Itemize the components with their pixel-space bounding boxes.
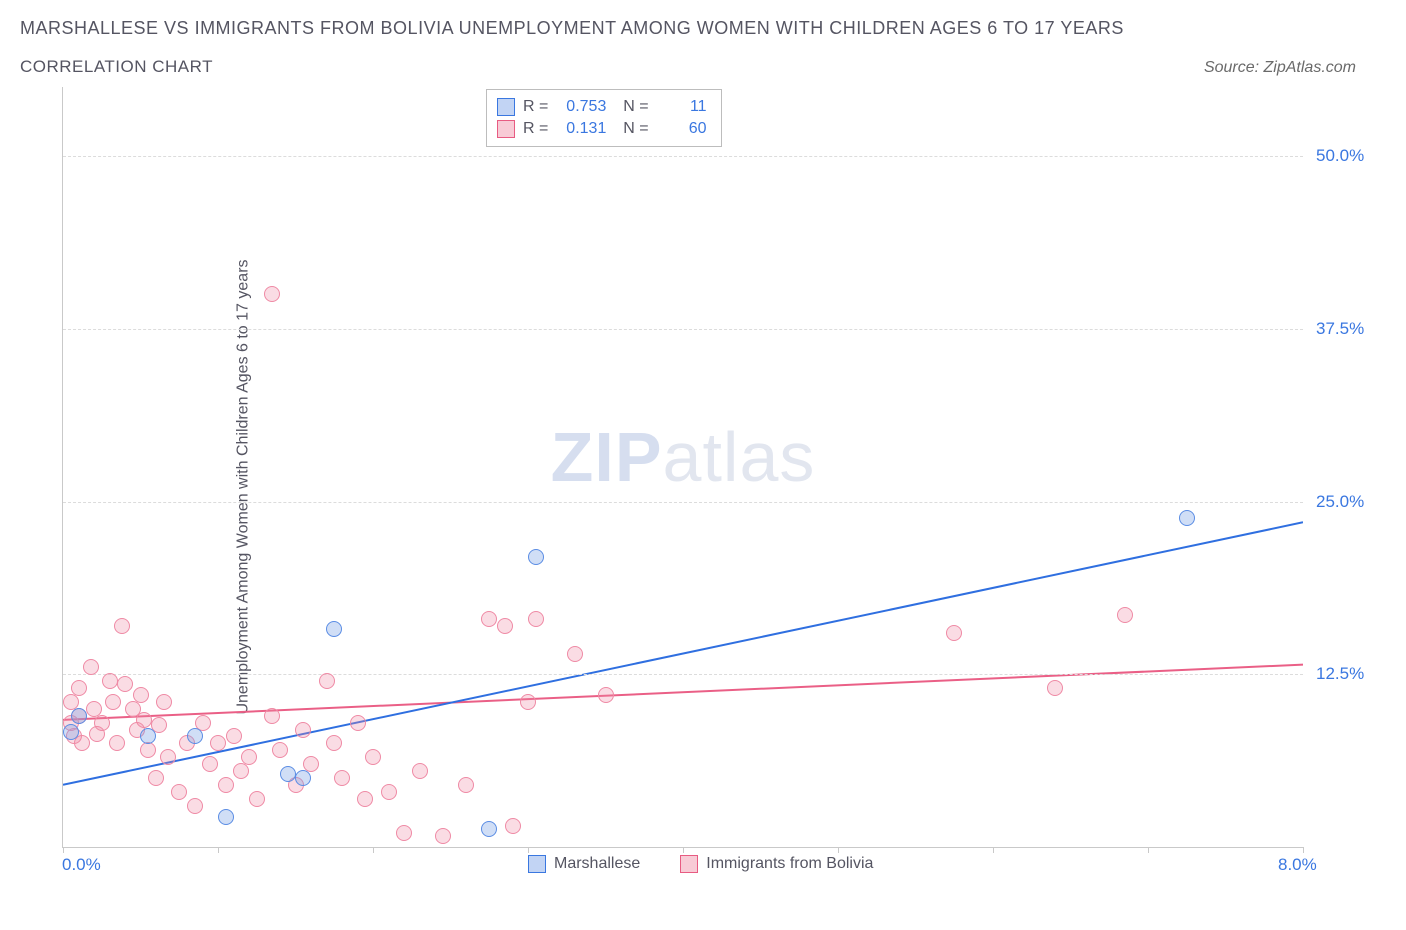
legend-label: Immigrants from Bolivia	[706, 855, 873, 873]
data-point-bolivia	[109, 735, 125, 751]
data-point-bolivia	[187, 798, 203, 814]
data-point-bolivia	[365, 749, 381, 765]
watermark: ZIPatlas	[551, 417, 816, 497]
x-tick	[993, 847, 994, 853]
data-point-bolivia	[264, 708, 280, 724]
data-point-marshallese	[187, 728, 203, 744]
data-point-bolivia	[148, 770, 164, 786]
chart-area: Unemployment Among Women with Children A…	[48, 87, 1388, 887]
gridline	[63, 502, 1303, 503]
data-point-marshallese	[71, 708, 87, 724]
data-point-marshallese	[1179, 510, 1195, 526]
data-point-bolivia	[435, 828, 451, 844]
plot-region: ZIPatlas	[62, 87, 1303, 848]
legend: Marshallese Immigrants from Bolivia	[528, 855, 873, 873]
y-tick-label: 50.0%	[1316, 146, 1364, 166]
data-point-bolivia	[171, 784, 187, 800]
data-point-bolivia	[105, 694, 121, 710]
legend-label: Marshallese	[554, 855, 640, 873]
data-point-marshallese	[295, 770, 311, 786]
data-point-bolivia	[156, 694, 172, 710]
data-point-bolivia	[94, 715, 110, 731]
data-point-bolivia	[233, 763, 249, 779]
x-tick	[528, 847, 529, 853]
data-point-bolivia	[83, 659, 99, 675]
swatch-pink-icon	[497, 120, 515, 138]
data-point-marshallese	[140, 728, 156, 744]
data-point-bolivia	[319, 673, 335, 689]
gridline	[63, 329, 1303, 330]
data-point-bolivia	[334, 770, 350, 786]
data-point-bolivia	[1047, 680, 1063, 696]
data-point-bolivia	[946, 625, 962, 641]
data-point-bolivia	[350, 715, 366, 731]
data-point-bolivia	[210, 735, 226, 751]
data-point-bolivia	[264, 286, 280, 302]
y-tick-label: 25.0%	[1316, 492, 1364, 512]
correlation-row-blue: R = 0.753 N = 11	[497, 96, 707, 118]
source-label: Source: ZipAtlas.com	[1204, 59, 1386, 77]
data-point-bolivia	[396, 825, 412, 841]
data-point-bolivia	[218, 777, 234, 793]
data-point-bolivia	[458, 777, 474, 793]
chart-title: MARSHALLESE VS IMMIGRANTS FROM BOLIVIA U…	[20, 18, 1386, 39]
data-point-bolivia	[140, 742, 156, 758]
x-tick	[683, 847, 684, 853]
legend-item-bolivia: Immigrants from Bolivia	[680, 855, 873, 873]
correlation-row-pink: R = 0.131 N = 60	[497, 118, 707, 140]
swatch-pink-icon	[680, 855, 698, 873]
data-point-bolivia	[481, 611, 497, 627]
x-axis-min-label: 0.0%	[62, 855, 101, 875]
data-point-marshallese	[218, 809, 234, 825]
correlation-box: R = 0.753 N = 11 R = 0.131 N = 60	[486, 89, 722, 147]
x-tick	[373, 847, 374, 853]
data-point-bolivia	[505, 818, 521, 834]
data-point-marshallese	[528, 549, 544, 565]
x-tick	[63, 847, 64, 853]
x-axis-max-label: 8.0%	[1278, 855, 1317, 875]
data-point-bolivia	[136, 712, 152, 728]
data-point-marshallese	[63, 724, 79, 740]
data-point-bolivia	[598, 687, 614, 703]
gridline	[63, 674, 1303, 675]
data-point-bolivia	[102, 673, 118, 689]
data-point-marshallese	[280, 766, 296, 782]
data-point-bolivia	[272, 742, 288, 758]
x-tick	[838, 847, 839, 853]
x-tick	[1303, 847, 1304, 853]
data-point-bolivia	[381, 784, 397, 800]
data-point-bolivia	[567, 646, 583, 662]
data-point-bolivia	[357, 791, 373, 807]
data-point-bolivia	[71, 680, 87, 696]
swatch-blue-icon	[497, 98, 515, 116]
data-point-bolivia	[202, 756, 218, 772]
data-point-bolivia	[160, 749, 176, 765]
data-point-bolivia	[133, 687, 149, 703]
y-tick-label: 37.5%	[1316, 319, 1364, 339]
data-point-bolivia	[114, 618, 130, 634]
data-point-bolivia	[249, 791, 265, 807]
data-point-bolivia	[295, 722, 311, 738]
data-point-marshallese	[481, 821, 497, 837]
chart-subtitle: CORRELATION CHART	[20, 57, 213, 77]
x-tick	[218, 847, 219, 853]
gridline	[63, 156, 1303, 157]
data-point-bolivia	[117, 676, 133, 692]
data-point-bolivia	[520, 694, 536, 710]
data-point-bolivia	[1117, 607, 1133, 623]
swatch-blue-icon	[528, 855, 546, 873]
data-point-bolivia	[241, 749, 257, 765]
data-point-marshallese	[326, 621, 342, 637]
data-point-bolivia	[497, 618, 513, 634]
x-tick	[1148, 847, 1149, 853]
data-point-bolivia	[226, 728, 242, 744]
y-tick-label: 12.5%	[1316, 664, 1364, 684]
data-point-bolivia	[528, 611, 544, 627]
data-point-bolivia	[412, 763, 428, 779]
data-point-bolivia	[326, 735, 342, 751]
legend-item-marshallese: Marshallese	[528, 855, 640, 873]
